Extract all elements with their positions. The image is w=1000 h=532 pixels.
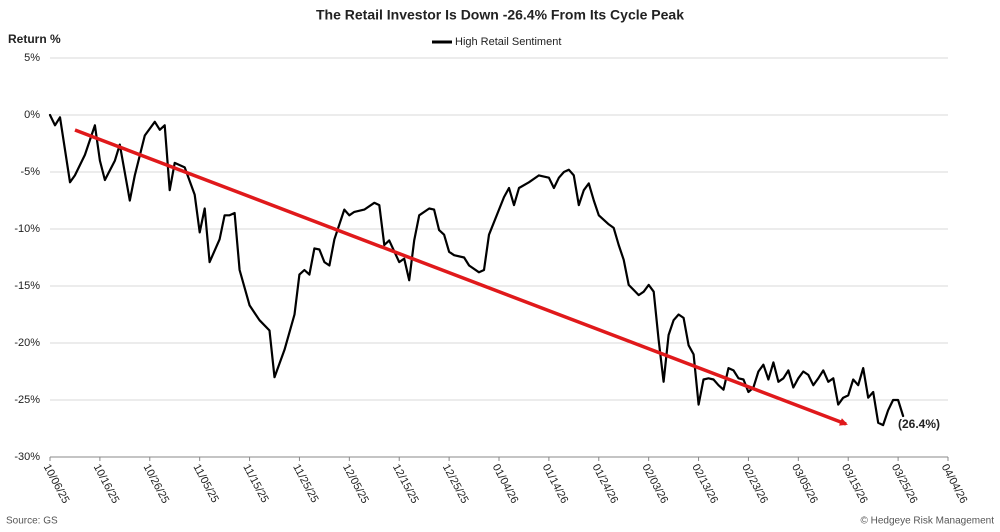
x-tick-label: 01/14/26 [540,462,571,505]
y-tick-label: -20% [14,337,40,349]
x-tick-label: 02/23/26 [739,462,770,505]
x-tick-label: 10/16/25 [91,462,122,505]
x-tick-label: 04/04/26 [939,462,970,505]
plot-area: 5% 0% -5% -10% -15% -20% -25% -30%10/06/25 10/16… [14,52,969,506]
y-tick-label: -30% [14,451,40,463]
y-axis-label: Return % [8,32,61,46]
x-tick-label: 03/25/26 [889,462,920,505]
x-tick-label: 10/26/25 [141,462,172,505]
y-tick-label: 0% [24,109,40,121]
y-tick-label: -15% [14,280,40,292]
credit: © Hedgeye Risk Management [860,516,994,527]
x-tick-label: 03/05/26 [789,462,820,505]
source: Source: GS [6,516,58,527]
x-tick-label: 02/13/26 [689,462,720,505]
y-tick-label: -10% [14,223,40,235]
y-tick-label: 5% [24,52,40,64]
annotation: (26.4%) [898,417,940,431]
x-tick-label: 11/15/25 [240,462,270,505]
legend: High Retail Sentiment [432,36,561,48]
trend-arrow [74,128,848,426]
x-tick-label: 01/04/26 [490,462,521,505]
x-tick-label: 12/25/25 [440,462,471,505]
data-line [48,113,905,427]
x-tick-label: 12/15/25 [390,462,421,505]
chart-title: The Retail Investor Is Down -26.4% From … [316,7,684,23]
y-tick-label: -5% [20,166,40,178]
y-tick-label: -25% [14,394,40,406]
x-tick-label: 02/03/26 [639,462,670,505]
x-tick-label: 11/05/25 [190,462,220,505]
x-tick-label: 12/05/25 [340,462,371,505]
x-tick-label: 01/24/26 [590,462,621,505]
x-tick-label: 11/25/25 [290,462,320,505]
x-tick-label: 10/06/25 [41,462,72,505]
legend-label: High Retail Sentiment [455,36,561,48]
x-tick-label: 03/15/26 [839,462,870,505]
